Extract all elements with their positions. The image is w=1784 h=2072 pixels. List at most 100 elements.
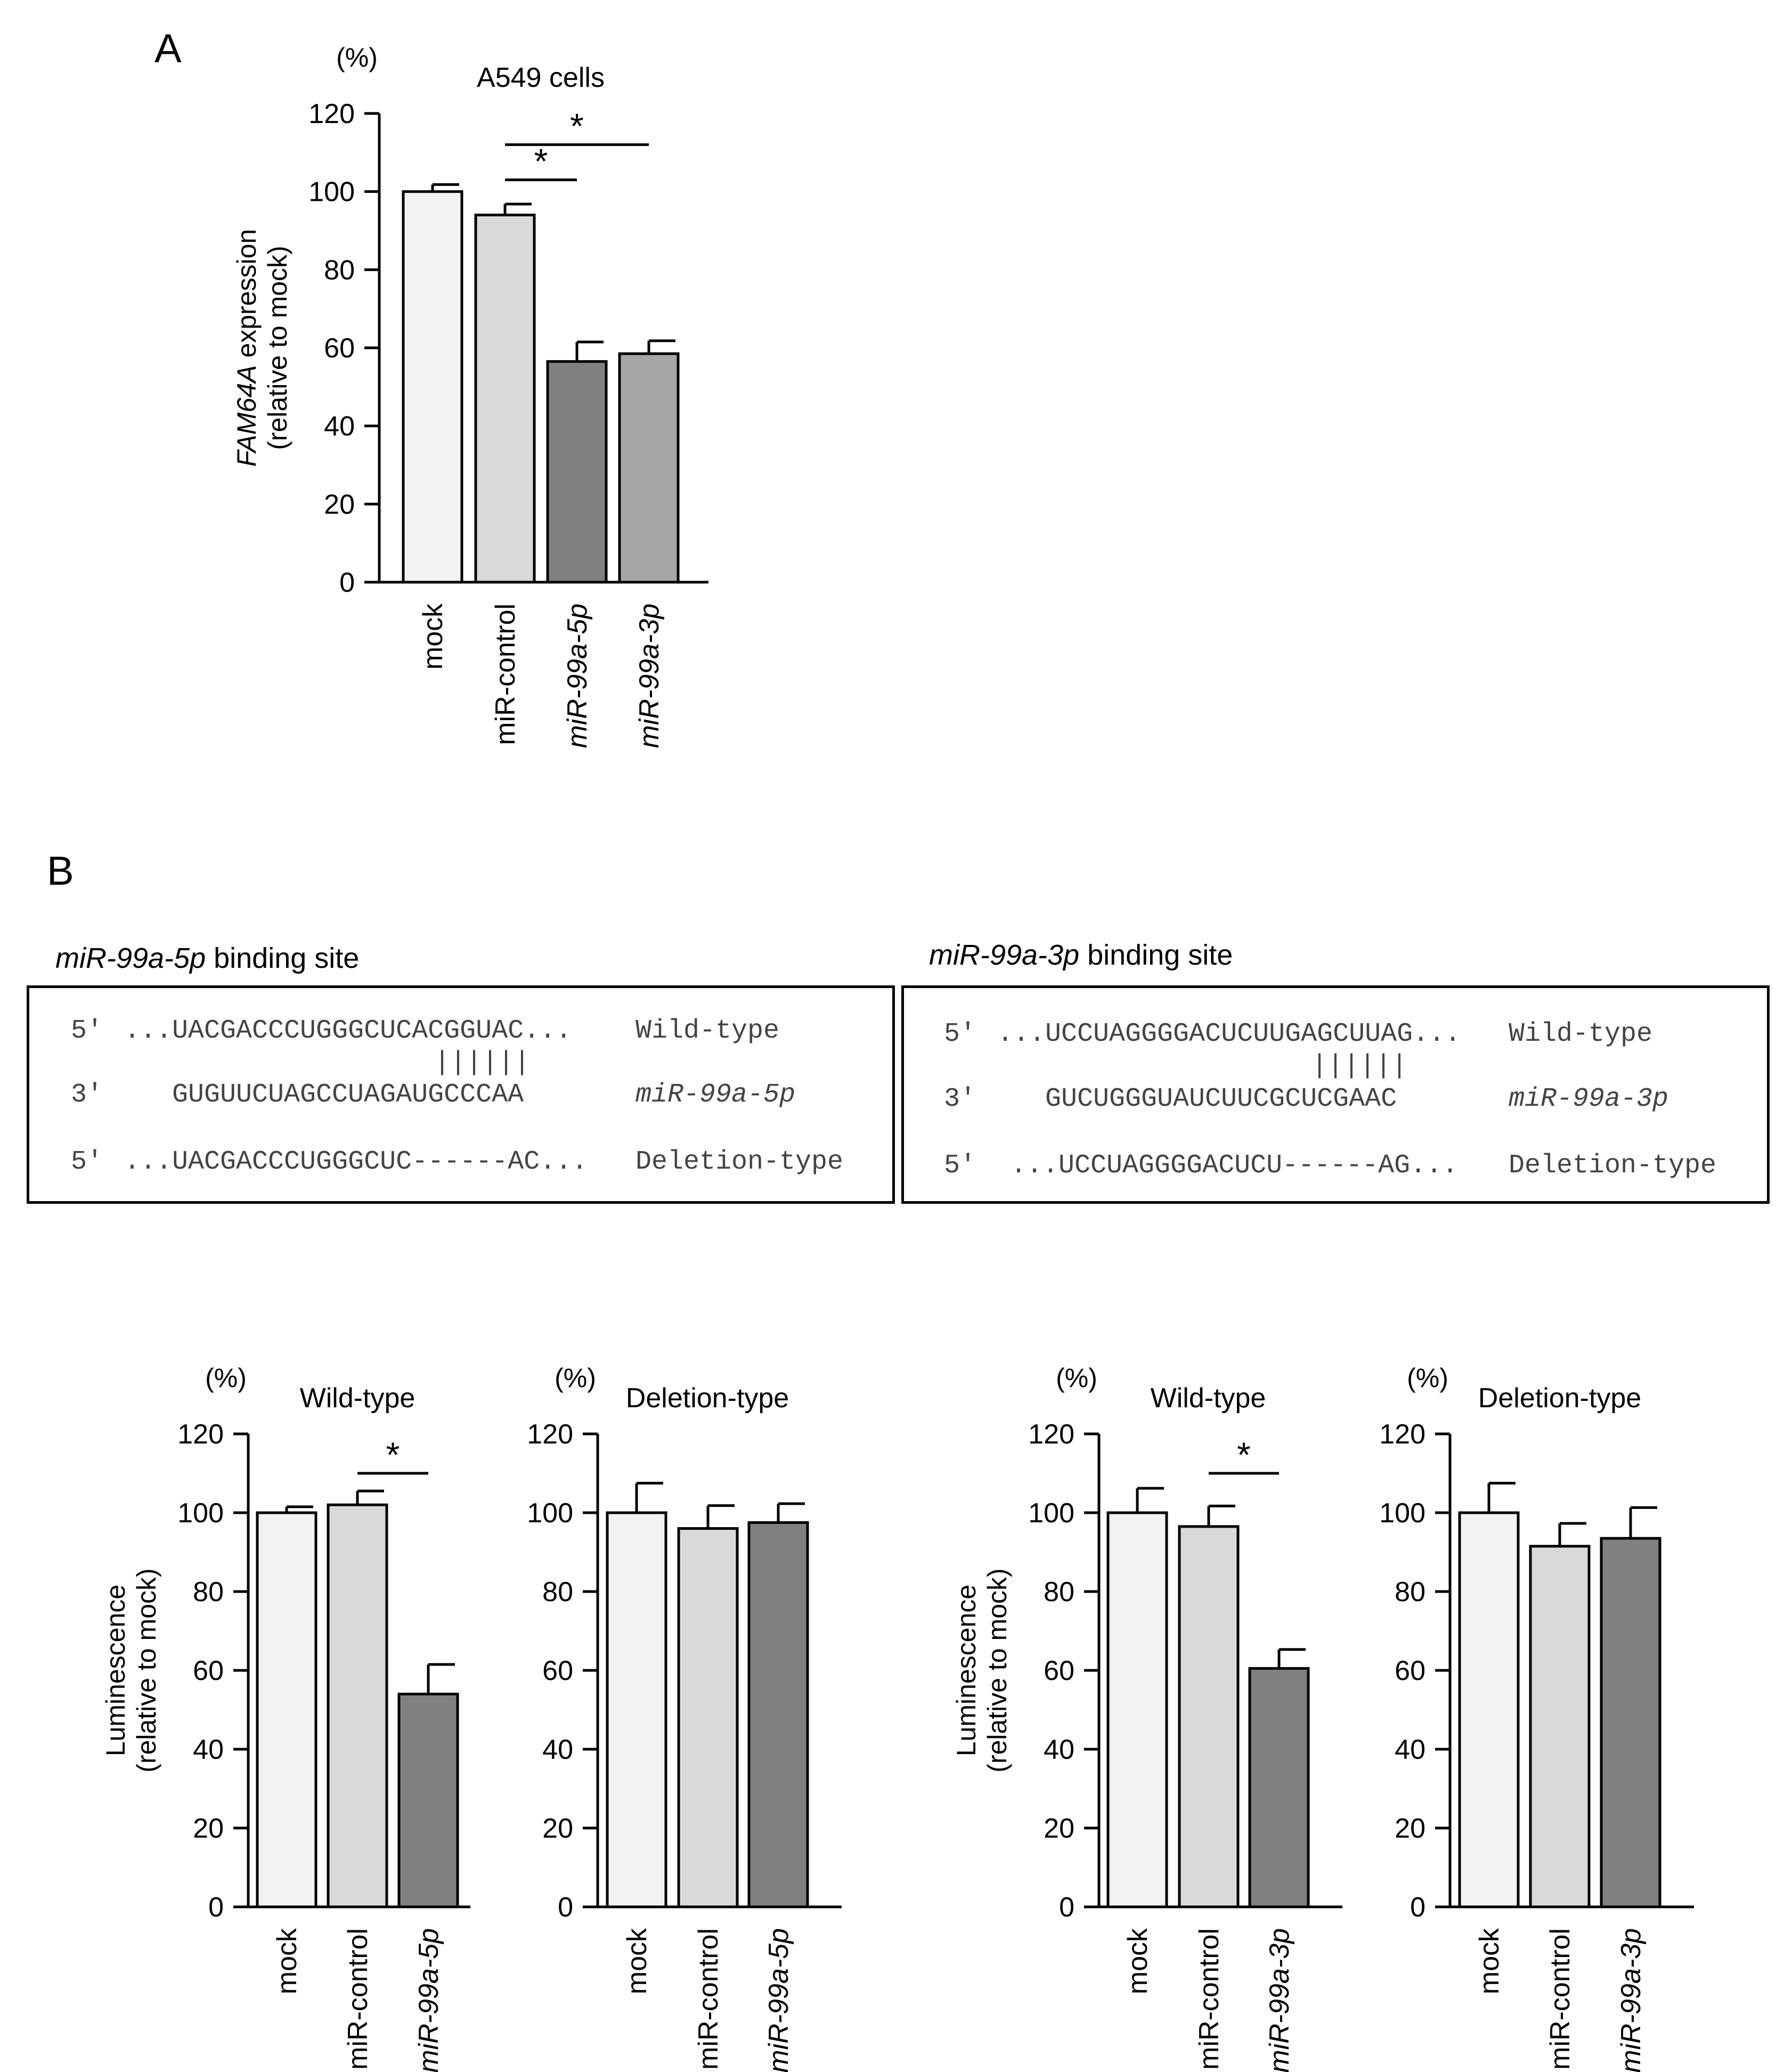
chart-title: Deletion-type: [1478, 1383, 1641, 1414]
row-type-label: Wild-type: [636, 1016, 780, 1046]
wild-type-sequence: ...UCCUAGGGGACUCUUGAGCUUAG...: [997, 1019, 1461, 1049]
prime-label: 3': [944, 1084, 976, 1114]
y-unit-label: (%): [1407, 1363, 1448, 1393]
y-tick-label: 40: [542, 1734, 573, 1765]
x-tick-label: mock: [418, 603, 449, 670]
y-tick-label: 60: [324, 333, 355, 364]
x-tick-label: miR-control: [693, 1928, 724, 2070]
x-tick-label: miR-99a-3p: [1616, 1928, 1647, 2072]
y-axis-label-line: Luminescence: [951, 1585, 981, 1756]
deletion-type-sequence: ...UCCUAGGGGACUCU------AG...: [1011, 1151, 1459, 1181]
y-axis-label: FAM64A expression (relative to mock): [232, 229, 292, 467]
significance-star: *: [1237, 1435, 1251, 1474]
y-tick-label: 100: [1028, 1498, 1074, 1529]
y-tick-label: 0: [1059, 1892, 1074, 1923]
bar: [402, 190, 463, 584]
bar: [1248, 1667, 1310, 1908]
binding-site-gene-3p: miR-99a-3p: [929, 939, 1080, 971]
y-tick-label: 20: [324, 489, 355, 520]
x-tick-label: mock: [622, 1928, 653, 1994]
x-tick-label: miR-99a-5p: [413, 1928, 444, 2072]
binding-site-gene-5p: miR-99a-5p: [55, 942, 206, 974]
y-axis-label: Luminescence (relative to mock): [951, 1568, 1012, 1772]
y-tick-label: 100: [308, 177, 355, 208]
y-axis-label-segment: FAM64A: [232, 365, 262, 467]
bar: [1600, 1537, 1661, 1908]
y-unit-label: (%): [205, 1363, 247, 1393]
x-tick-label: mock: [1122, 1928, 1153, 1994]
y-tick-label: 40: [1395, 1734, 1425, 1765]
significance-star: *: [534, 142, 548, 181]
y-axis-label-segment: (relative to mock): [982, 1568, 1012, 1772]
y-unit-label: (%): [336, 43, 378, 72]
panel-b-letter: B: [47, 849, 74, 894]
y-tick-label: 80: [193, 1577, 224, 1608]
prime-label: 5': [71, 1016, 103, 1046]
y-tick-label: 100: [527, 1498, 573, 1529]
y-tick-label: 40: [193, 1734, 224, 1765]
chart-title: Deletion-type: [626, 1383, 789, 1414]
y-tick-label: 80: [324, 255, 355, 285]
y-tick-label: 120: [308, 99, 355, 129]
y-tick-label: 60: [193, 1655, 224, 1686]
deletion-type-row-5p: 5' ...UACGACCCUGGGCUC------AC... Deletio…: [29, 1147, 843, 1299]
y-tick-label: 80: [1395, 1577, 1425, 1608]
y-axis-label-line: (relative to mock): [132, 1568, 161, 1772]
bar: [397, 1692, 459, 1908]
binding-site-text-5p: binding site: [206, 942, 360, 974]
prime-label: 5': [71, 1147, 103, 1177]
y-axis-label-segment: Luminescence: [951, 1585, 981, 1756]
y-axis-label-segment: (relative to mock): [263, 246, 292, 450]
prime-label: 5': [944, 1019, 976, 1049]
chart-title: Wild-type: [1151, 1383, 1266, 1414]
chart-fam64a: 0 20 40 60 80 100 120 (%) A549 cells FAM64A expre…: [232, 43, 708, 748]
y-unit-label: (%): [555, 1363, 596, 1393]
wild-type-row-3p: 5' ...UCCUAGGGGACUCUUGAGCUUAG... Wild-ty…: [904, 1019, 1652, 1171]
y-tick-label: 60: [1044, 1655, 1074, 1686]
y-axis-label-segment: expression: [232, 229, 262, 365]
mirna-sequence: GUGUUCUAGCCUAGAUGCCCAA: [172, 1080, 524, 1110]
wild-type-row-5p: 5' ...UACGACCCUGGGCUCACGGUAC... Wild-typ…: [29, 1016, 779, 1168]
chart-title: A549 cells: [477, 62, 605, 93]
y-tick-label: 20: [193, 1813, 224, 1844]
deletion-type-sequence: ...UACGACCCUGGGCUC------AC...: [124, 1147, 588, 1177]
binding-site-box-5p: 5' ...UACGACCCUGGGCUCACGGUAC... Wild-typ…: [27, 985, 895, 1204]
bar: [618, 352, 680, 584]
bar: [1458, 1511, 1520, 1908]
bar: [606, 1511, 667, 1908]
binding-site-box-3p: 5' ...UCCUAGGGGACUCUUGAGCUUAG... Wild-ty…: [901, 985, 1770, 1204]
bar: [1106, 1511, 1168, 1908]
base-pairing-marks: ||||||: [434, 1048, 531, 1078]
chart-luc3p-del: 0 20 40 60 80 100 120 (%) Deletion-type mock miR-c…: [1379, 1363, 1694, 2072]
chart-luc3p-wild: 0 20 40 60 80 100 120 (%) Wild-type Luminescence(…: [951, 1363, 1342, 2072]
y-tick-label: 0: [558, 1892, 573, 1923]
panel-a-letter: A: [154, 26, 182, 71]
y-tick-label: 120: [1379, 1419, 1425, 1450]
y-tick-label: 80: [542, 1577, 573, 1608]
bar: [474, 214, 536, 584]
y-axis-label-line: FAM64A expression: [232, 229, 262, 467]
bar: [546, 360, 608, 584]
y-tick-label: 40: [1044, 1734, 1074, 1765]
row-type-label: Deletion-type: [1509, 1151, 1717, 1181]
row-type-label: miR-99a-5p: [636, 1080, 796, 1110]
x-tick-label: miR-99a-3p: [1264, 1928, 1295, 2072]
mirna-row-3p: 3' GUCUGGGUAUCUUCGCUCGAAC miR-99a-3p: [904, 1084, 1668, 1236]
binding-site-label-5p: miR-99a-5p binding site: [55, 942, 359, 975]
x-tick-label: miR-control: [343, 1928, 373, 2070]
y-tick-label: 100: [1379, 1498, 1425, 1529]
x-tick-label: miR-99a-3p: [634, 603, 665, 748]
prime-label: 3': [71, 1080, 103, 1110]
y-tick-label: 20: [542, 1813, 573, 1844]
x-tick-label: miR-99a-5p: [562, 603, 593, 748]
y-tick-label: 60: [1395, 1655, 1425, 1686]
x-tick-label: miR-control: [1194, 1928, 1225, 2070]
chart-title: Wild-type: [300, 1383, 416, 1414]
y-tick-label: 20: [1044, 1813, 1074, 1844]
row-type-label: Deletion-type: [636, 1147, 844, 1177]
y-tick-label: 120: [1028, 1419, 1074, 1450]
deletion-type-row-3p: 5' ...UCCUAGGGGACUCU------AG... Deletion…: [904, 1151, 1716, 1302]
bar: [327, 1503, 388, 1908]
